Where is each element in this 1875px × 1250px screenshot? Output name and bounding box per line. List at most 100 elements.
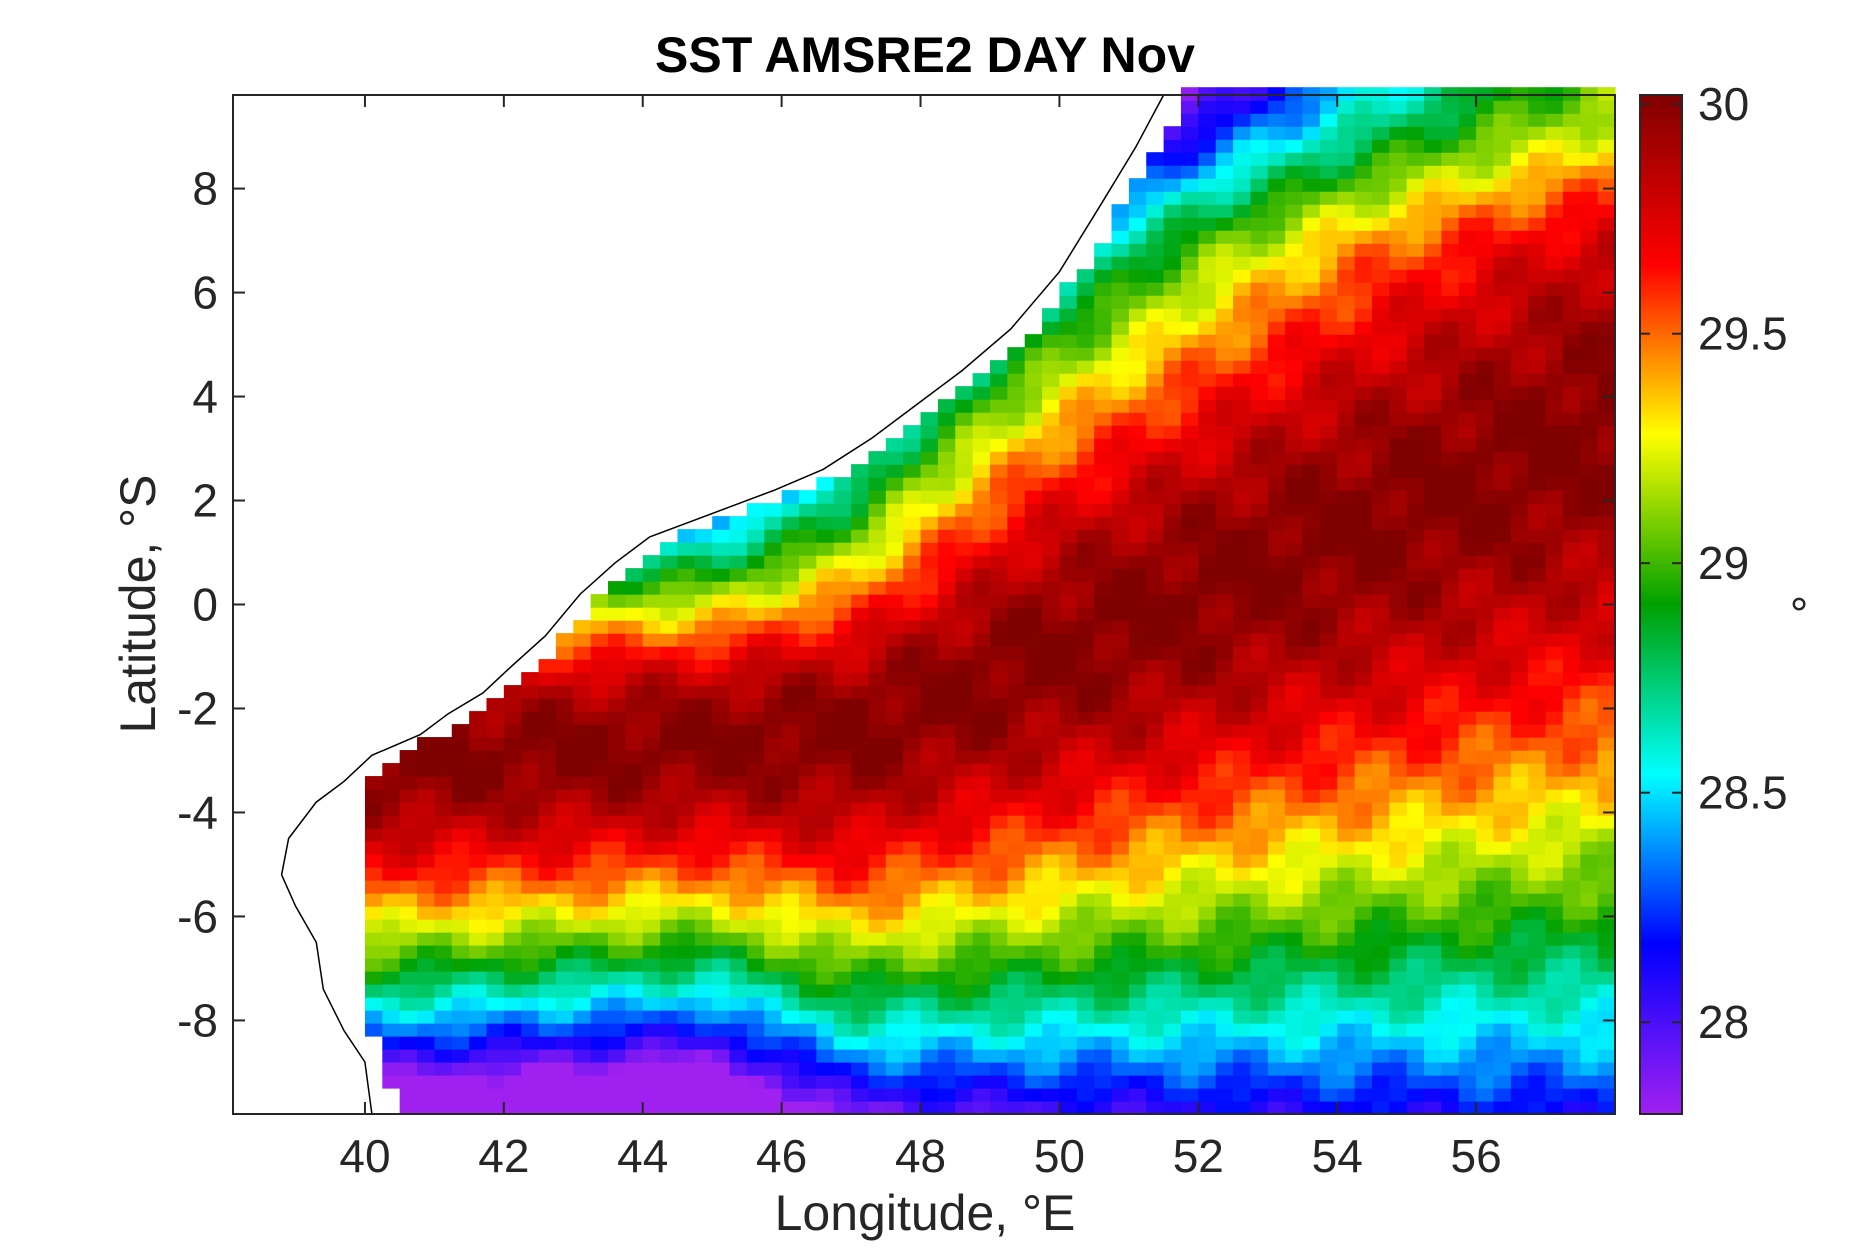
heatmap-cell bbox=[642, 1101, 661, 1115]
heatmap-cell bbox=[1302, 217, 1321, 231]
heatmap-cell bbox=[851, 1075, 870, 1089]
heatmap-cell bbox=[364, 932, 383, 946]
heatmap-cell bbox=[972, 763, 991, 777]
heatmap-cell bbox=[1597, 984, 1616, 998]
heatmap-cell bbox=[920, 581, 939, 595]
heatmap-cell bbox=[1458, 1010, 1477, 1024]
heatmap-cell bbox=[694, 1049, 713, 1063]
heatmap-cell bbox=[660, 802, 679, 816]
heatmap-cell bbox=[885, 490, 904, 504]
heatmap-cell bbox=[1007, 1075, 1026, 1089]
heatmap-cell bbox=[1319, 386, 1338, 400]
heatmap-cell bbox=[1597, 178, 1616, 192]
heatmap-cell bbox=[1059, 815, 1078, 829]
heatmap-cell bbox=[677, 893, 696, 907]
heatmap-cell bbox=[746, 633, 765, 647]
heatmap-cell bbox=[989, 815, 1008, 829]
heatmap-cell bbox=[1597, 607, 1616, 621]
heatmap-cell bbox=[1510, 334, 1529, 348]
heatmap-cell bbox=[538, 867, 557, 881]
heatmap-cell bbox=[382, 841, 401, 855]
heatmap-cell bbox=[590, 815, 609, 829]
heatmap-cell bbox=[1562, 633, 1581, 647]
heatmap-cell bbox=[903, 997, 922, 1011]
heatmap-cell bbox=[764, 841, 783, 855]
heatmap-cell bbox=[712, 997, 731, 1011]
y-tick-label: 8 bbox=[192, 163, 218, 215]
heatmap-cell bbox=[1493, 828, 1512, 842]
heatmap-cell bbox=[955, 464, 974, 478]
heatmap-cell bbox=[1233, 191, 1251, 205]
heatmap-cell bbox=[608, 841, 626, 855]
heatmap-cell bbox=[1580, 646, 1599, 660]
heatmap-cell bbox=[1146, 243, 1165, 257]
heatmap-cell bbox=[1285, 412, 1304, 426]
heatmap-cell bbox=[1562, 347, 1581, 361]
heatmap-cell bbox=[590, 1010, 609, 1024]
heatmap-cell bbox=[1354, 646, 1373, 660]
heatmap-cell bbox=[1163, 906, 1182, 920]
heatmap-cell bbox=[503, 919, 522, 933]
heatmap-cell bbox=[1042, 815, 1061, 829]
heatmap-cell bbox=[660, 1088, 679, 1102]
heatmap-cell bbox=[1302, 295, 1321, 309]
heatmap-cell bbox=[1128, 399, 1147, 413]
heatmap-cell bbox=[1406, 919, 1425, 933]
heatmap-cell bbox=[1250, 620, 1269, 634]
heatmap-cell bbox=[1059, 1088, 1078, 1102]
heatmap-cell bbox=[1458, 1088, 1477, 1102]
heatmap-cell bbox=[469, 802, 488, 816]
heatmap-cell bbox=[729, 542, 748, 556]
heatmap-cell bbox=[712, 594, 731, 608]
heatmap-cell bbox=[885, 659, 904, 673]
heatmap-cell bbox=[1476, 321, 1495, 335]
heatmap-cell bbox=[538, 971, 557, 985]
heatmap-cell bbox=[1424, 399, 1442, 413]
heatmap-cell bbox=[1493, 763, 1512, 777]
heatmap-cell bbox=[1493, 776, 1512, 790]
heatmap-cell bbox=[1094, 451, 1113, 465]
heatmap-cell bbox=[521, 1010, 540, 1024]
heatmap-cell bbox=[955, 750, 974, 764]
heatmap-cell bbox=[1441, 1049, 1460, 1063]
heatmap-cell bbox=[955, 737, 974, 751]
heatmap-cell bbox=[1337, 724, 1356, 738]
heatmap-cell bbox=[1389, 282, 1408, 296]
heatmap-cell bbox=[1510, 217, 1529, 231]
heatmap-cell bbox=[1042, 841, 1061, 855]
heatmap-cell bbox=[1007, 1088, 1026, 1102]
heatmap-cell bbox=[608, 581, 626, 595]
heatmap-cell bbox=[1424, 555, 1442, 569]
heatmap-cell bbox=[1198, 334, 1217, 348]
heatmap-cell bbox=[972, 672, 991, 686]
heatmap-cell bbox=[1250, 984, 1269, 998]
heatmap-cell bbox=[1180, 243, 1199, 257]
heatmap-cell bbox=[1545, 438, 1564, 452]
heatmap-cell bbox=[746, 997, 765, 1011]
heatmap-cell bbox=[1389, 1023, 1408, 1037]
heatmap-cell bbox=[746, 763, 765, 777]
heatmap-cell bbox=[399, 893, 418, 907]
heatmap-cell bbox=[1458, 1036, 1477, 1050]
heatmap-cell bbox=[1094, 646, 1113, 660]
heatmap-cell bbox=[1337, 438, 1356, 452]
heatmap-cell bbox=[798, 932, 817, 946]
heatmap-cell bbox=[1389, 789, 1408, 803]
heatmap-cell bbox=[1198, 594, 1217, 608]
heatmap-cell bbox=[1441, 880, 1460, 894]
heatmap-cell bbox=[1198, 542, 1217, 556]
heatmap-cell bbox=[1580, 724, 1599, 738]
heatmap-cell bbox=[937, 971, 956, 985]
heatmap-cell bbox=[1510, 698, 1529, 712]
heatmap-cell bbox=[1371, 789, 1390, 803]
heatmap-cell bbox=[521, 802, 540, 816]
heatmap-cell bbox=[1562, 1036, 1581, 1050]
heatmap-cell bbox=[955, 815, 974, 829]
heatmap-cell bbox=[1493, 126, 1512, 140]
heatmap-cell bbox=[955, 854, 974, 868]
heatmap-cell bbox=[1128, 919, 1147, 933]
heatmap-cell bbox=[955, 971, 974, 985]
heatmap-cell bbox=[434, 919, 453, 933]
heatmap-cell bbox=[1389, 815, 1408, 829]
heatmap-cell bbox=[399, 763, 418, 777]
